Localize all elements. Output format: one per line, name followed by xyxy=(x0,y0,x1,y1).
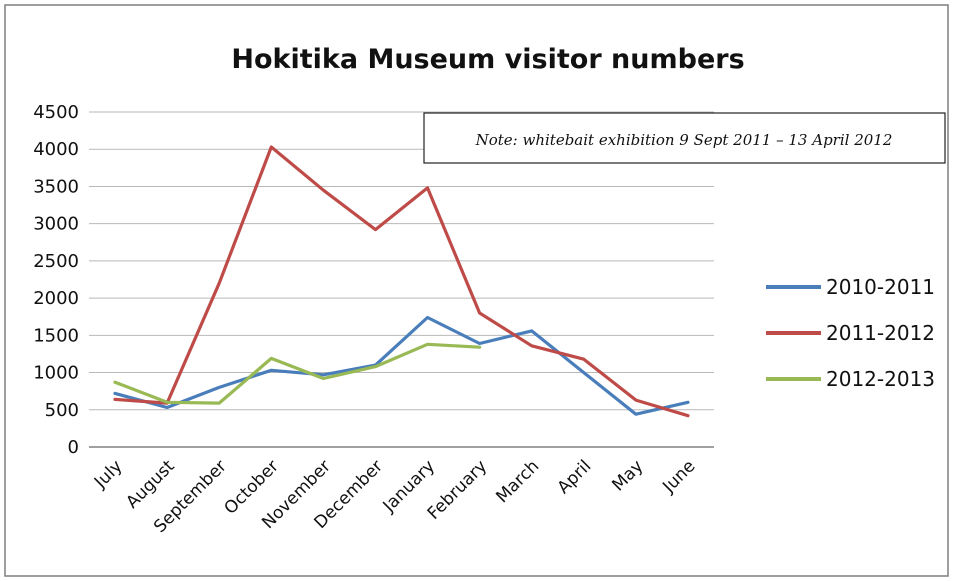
series-lines xyxy=(113,145,690,418)
annotation-frame xyxy=(423,112,946,164)
y-tick-label: 4500 xyxy=(33,102,79,123)
y-tick-label: 1500 xyxy=(33,325,79,346)
y-axis-tick-labels: 0 500 1000 1500 2000 2500 3000 3500 4000 4500 xyxy=(33,102,79,458)
y-tick-label: 3500 xyxy=(33,176,79,197)
y-tick-label: 1000 xyxy=(33,363,79,384)
y-tick-label: 2000 xyxy=(33,288,79,309)
annotation-box: Note: whitebait exhibition 9 Sept 2011 –… xyxy=(423,112,946,164)
line-chart: Hokitika Museum visitor numbers 0 500 1000… xyxy=(4,4,949,577)
y-tick-label: 4000 xyxy=(33,139,79,160)
legend: 2010-2011 2011-2012 2012-2013 xyxy=(766,275,935,391)
chart-title: Hokitika Museum visitor numbers xyxy=(231,44,744,75)
legend-label: 2011-2012 xyxy=(826,321,935,345)
y-tick-label: 2500 xyxy=(33,251,79,272)
annotation-text: Note: whitebait exhibition 9 Sept 2011 –… xyxy=(475,131,893,149)
gridlines xyxy=(89,111,714,448)
chart-container: Hokitika Museum visitor numbers 0 500 1000… xyxy=(4,4,949,577)
y-tick-label: 500 xyxy=(45,400,79,421)
y-tick-label: 0 xyxy=(68,437,79,458)
chart-border xyxy=(4,4,949,577)
series-line-2011-2012 xyxy=(113,145,690,418)
y-tick-label: 3000 xyxy=(33,214,79,235)
legend-label: 2012-2013 xyxy=(826,367,935,391)
series-line-2010-2011 xyxy=(113,315,690,416)
legend-label: 2010-2011 xyxy=(826,275,935,299)
series-line-2012-2013 xyxy=(113,342,482,405)
